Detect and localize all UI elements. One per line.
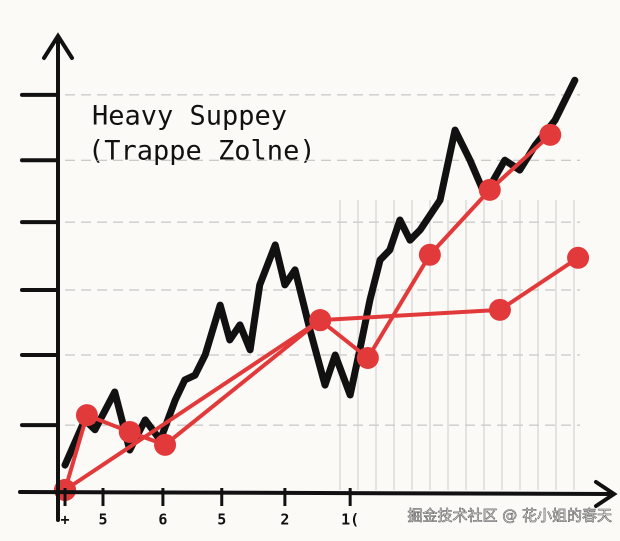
- data-point: [118, 420, 141, 443]
- chart-title: Heavy Suppey: [92, 101, 287, 132]
- data-point: [488, 298, 511, 321]
- x-tick-label: 6: [158, 511, 167, 529]
- x-tick-label: 5: [217, 511, 226, 529]
- data-line: [63, 255, 581, 492]
- data-point: [418, 243, 441, 266]
- x-axis-arrow: [594, 480, 618, 508]
- watermark: 掘金技术社区 @ 花小姐的春天: [407, 507, 612, 525]
- x-tick-label: 5: [98, 511, 107, 529]
- x-axis: [18, 490, 614, 496]
- chart-subtitle: (Trappe Zolne): [88, 136, 316, 167]
- data-point: [478, 178, 501, 201]
- x-tick-label: 2: [280, 511, 289, 529]
- data-point: [154, 433, 177, 456]
- data-point: [356, 346, 379, 369]
- data-point: [567, 246, 590, 269]
- data-point: [539, 123, 562, 146]
- x-tick-label: +: [60, 511, 69, 529]
- axes: +5 6 5 2 1(: [18, 32, 618, 529]
- grid: [65, 94, 580, 490]
- data-point: [75, 404, 98, 427]
- x-tick-label: 1(: [341, 511, 359, 529]
- y-axis-arrow: [42, 32, 74, 60]
- data-point: [309, 309, 332, 332]
